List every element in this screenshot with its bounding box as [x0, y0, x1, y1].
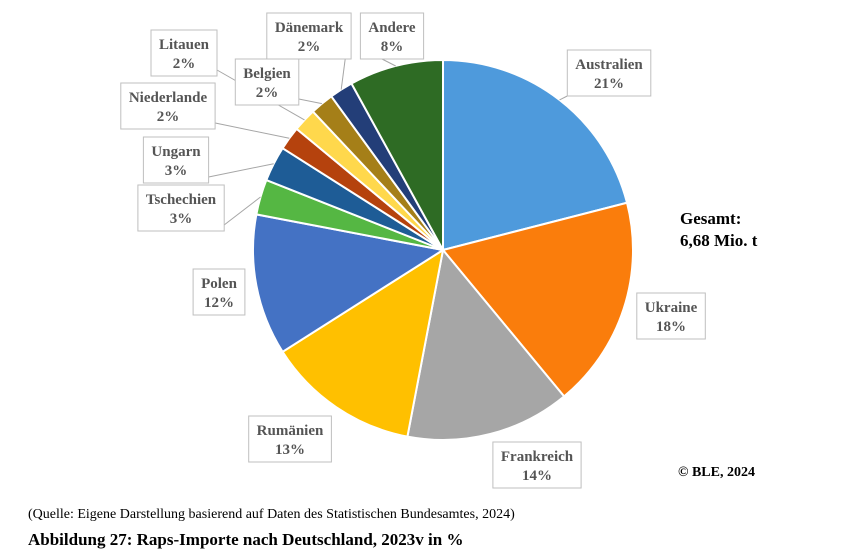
label-box [192, 268, 246, 316]
label-rumaenien: Rumänien 13% [248, 415, 332, 463]
leader-line-australien [559, 95, 568, 101]
label-australien: Australien 21% [566, 49, 652, 97]
slice-label-value: 3% [170, 211, 193, 227]
label-box [142, 136, 210, 184]
label-box [566, 49, 652, 97]
slice-label-name: Niederlande [129, 90, 208, 106]
slice-polen [252, 213, 446, 354]
total-value: 6,68 Mio. t [680, 231, 758, 250]
label-box [636, 292, 706, 340]
slice-label-value: 18% [656, 319, 686, 335]
label-box [120, 82, 216, 130]
leader-line-tschechien [223, 196, 261, 226]
label-niederlande: Niederlande 2% [120, 82, 216, 130]
label-box [137, 184, 225, 232]
label-box [266, 12, 352, 60]
slice-australien [442, 58, 629, 252]
slice-label-name: Litauen [159, 37, 210, 53]
slice-label-name: Belgien [243, 66, 291, 82]
leader-line-belgien [298, 98, 322, 105]
label-ukraine: Ukraine 18% [636, 292, 706, 340]
slice-label-value: 2% [298, 39, 321, 55]
slice-ukraine [441, 201, 634, 398]
slice-label-name: Frankreich [501, 449, 574, 465]
label-box [150, 29, 218, 77]
slice-label-value: 3% [165, 163, 188, 179]
slice-label-name: Dänemark [275, 20, 344, 36]
leader-line-ungarn [208, 163, 274, 178]
label-tschechien: Tschechien 3% [137, 184, 225, 232]
label-daenemark: Dänemark 2% [266, 12, 352, 60]
slice-frankreich [406, 247, 566, 441]
pie-slices [252, 58, 634, 441]
slice-label-value: 2% [256, 85, 279, 101]
slice-andere [350, 58, 444, 251]
label-belgien: Belgien 2% [234, 58, 300, 106]
slice-label-name: Polen [201, 276, 237, 292]
label-box [248, 415, 332, 463]
slice-label-value: 13% [275, 442, 305, 458]
slice-label-value: 2% [173, 56, 196, 72]
slice-label-name: Ukraine [645, 300, 698, 316]
label-frankreich: Frankreich 14% [492, 441, 582, 489]
slice-label-name: Rumänien [257, 423, 324, 439]
total-label: Gesamt: [680, 209, 742, 228]
label-ungarn: Ungarn 3% [142, 136, 210, 184]
slice-label-name: Australien [575, 57, 643, 73]
label-box [234, 58, 300, 106]
total-annotation: Gesamt: 6,68 Mio. t [680, 208, 757, 252]
label-andere: Andere 8% [359, 12, 425, 60]
slice-label-value: 14% [522, 468, 552, 484]
leader-line-niederlande [215, 122, 290, 139]
leader-line-daenemark [340, 58, 346, 90]
slice-label-name: Tschechien [146, 192, 217, 208]
slice-rumaenien [281, 247, 445, 438]
slice-label-name: Ungarn [151, 144, 201, 160]
label-polen: Polen 12% [192, 268, 246, 316]
pie-chart: Australien 21% Ukraine 18% Frankreich 14% Rumä… [120, 12, 706, 489]
source-note: (Quelle: Eigene Darstellung basierend au… [28, 507, 515, 522]
leader-line-andere [381, 58, 396, 67]
slice-label-value: 12% [204, 295, 234, 311]
copyright-note: © BLE, 2024 [678, 465, 755, 480]
slice-labels: Australien 21% Ukraine 18% Frankreich 14% Rumä… [120, 12, 706, 489]
label-litauen: Litauen 2% [150, 29, 218, 77]
slice-label-value: 8% [381, 39, 404, 55]
slice-label-value: 2% [157, 109, 180, 125]
label-box [359, 12, 425, 60]
slice-label-name: Andere [368, 20, 416, 36]
slice-label-value: 21% [594, 76, 624, 92]
figure-caption: Abbildung 27: Raps-Importe nach Deutschl… [28, 530, 464, 549]
label-box [492, 441, 582, 489]
